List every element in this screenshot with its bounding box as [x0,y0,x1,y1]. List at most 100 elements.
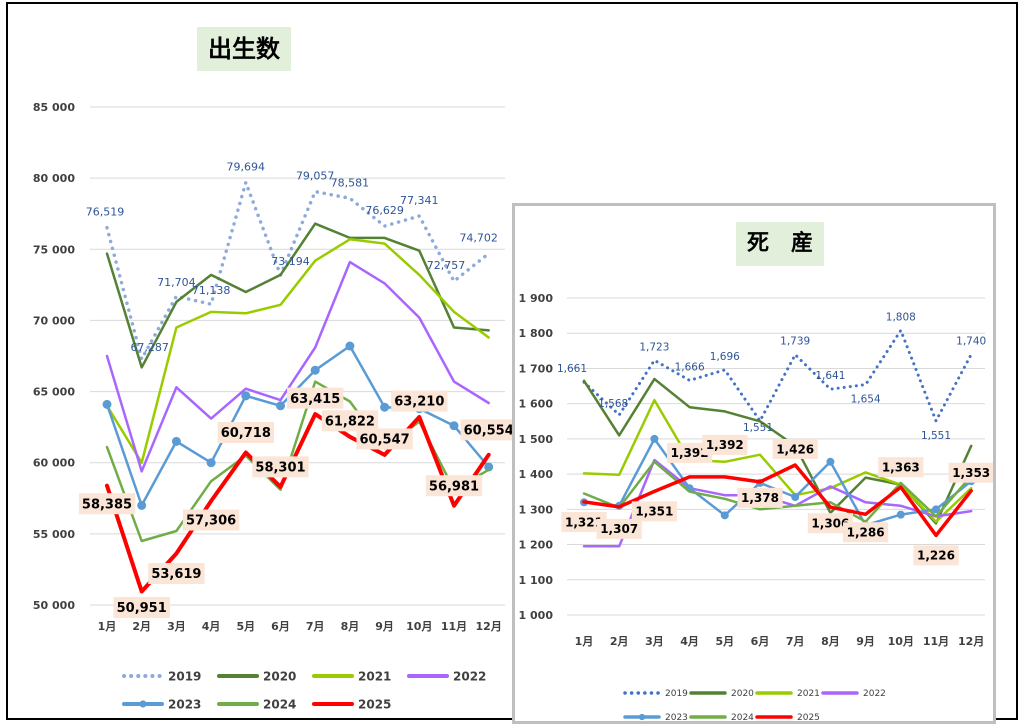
births-legend-marker-2023 [139,700,147,708]
births-series-2025-line [105,412,491,594]
births-data-label-2025: 63,415 [290,392,340,407]
stillbirth-data-label-2025: 1,378 [741,491,779,505]
births-series-2022-line [105,260,490,473]
stillbirth-xtick-label: 1月 [575,635,594,648]
stillbirth-ytick-label: 1 700 [519,362,554,375]
births-label-box-2025 [460,419,517,441]
births-series-2023-marker [137,500,147,510]
stillbirth-data-label-2019: 1,739 [780,336,810,348]
stillbirth-legend-label-2024: 2024 [731,713,754,721]
births-legend-label-2023: 2023 [168,697,201,711]
stillbirth-data-label-2025: 1,321 [565,515,603,529]
births-data-label-2019: 67,287 [130,341,169,354]
stillbirth-series-2023-marker [650,434,659,443]
stillbirth-label-box-2025 [878,457,924,478]
births-legend-label-2024: 2024 [263,697,296,711]
births-ytick-label: 60 000 [33,457,75,470]
births-data-label-2025: 58,301 [255,461,305,476]
stillbirth-xtick-label: 9月 [856,635,875,648]
births-data-label-2019: 71,138 [192,284,231,297]
births-data-label-2025: 60,718 [221,426,271,441]
births-data-label-2025: 58,385 [82,497,132,512]
stillbirth-xtick-label: 5月 [715,635,734,648]
stillbirth-data-label-2025: 1,306 [811,517,849,531]
births-data-label-2019: 71,704 [157,276,196,289]
stillbirth-data-label-2019: 1,808 [886,311,916,323]
stillbirth-xtick-label: 4月 [680,635,699,648]
births-ytick-label: 50 000 [33,599,75,612]
stillbirth-label-box-2025 [631,501,677,522]
births-label-box-2025 [78,493,136,515]
births-legend-label-2022: 2022 [453,669,486,683]
stillbirth-data-label-2019: 1,666 [675,361,705,373]
stillbirth-ytick-label: 1 600 [519,398,554,411]
births-data-label-2019: 74,702 [459,232,498,245]
births-data-label-2019: 78,581 [331,176,370,189]
stillbirth-label-box-2025 [702,434,748,455]
stillbirth-data-label-2019: 1,641 [815,370,845,382]
stillbirth-xtick-label: 10月 [888,635,914,648]
births-data-label-2025: 50,951 [117,601,167,616]
stillbirth-data-label-2019: 1,696 [710,351,740,363]
births-data-label-2025: 61,822 [325,414,375,429]
births-xtick-label: 9月 [375,620,394,633]
stillbirth-label-box-2025 [596,518,642,539]
stillbirth-xtick-label: 11月 [923,635,949,648]
stillbirth-series-2023-marker [720,511,729,520]
stillbirth-label-box-2025 [913,545,959,566]
births-title: 出生数 [208,35,280,63]
births-xtick-label: 1月 [98,620,117,633]
stillbirth-ytick-label: 1 000 [519,609,554,622]
births-ytick-label: 70 000 [33,314,75,327]
births-legend-label-2025: 2025 [358,697,391,711]
births-label-box-2025 [113,596,170,618]
births-series-2023-marker [449,421,459,431]
stillbirth-plot: 1 000 1 100 1 200 1 300 1 400 1 500 1 600 1 700… [519,292,993,721]
stillbirth-data-label-2025: 1,426 [776,442,814,456]
stillbirth-xtick-label: 12月 [958,635,984,648]
births-xtick-label: 4月 [202,620,221,633]
births-data-label-2025: 60,547 [360,433,410,448]
births-ytick-label: 55 000 [33,528,75,541]
births-label-box-2025 [182,509,240,531]
stillbirth-data-label-2025: 1,392 [671,446,709,460]
stillbirth-series-2023-marker [826,457,835,466]
stillbirth-label-box-2025 [807,513,853,534]
stillbirth-legend-label-2023: 2023 [665,713,688,721]
births-label-box-2025 [252,456,309,478]
births-label-box-2025 [425,475,483,497]
stillbirth-data-label-2019: 1,568 [598,398,628,410]
births-data-label-2019: 76,519 [86,206,125,219]
stillbirth-data-label-2019: 1,654 [851,394,881,406]
births-ytick-label: 80 000 [33,172,75,185]
stillbirth-data-label-2025: 1,351 [635,505,673,519]
stillbirth-xtick-label: 8月 [821,635,840,648]
stillbirth-legend-label-2021: 2021 [797,689,820,699]
births-ytick-label: 85 000 [33,101,75,114]
stillbirth-data-label-2019: 1,723 [639,341,669,353]
births-series-2019-line [105,180,491,361]
births-xtick-label: 3月 [167,620,186,633]
stillbirth-ytick-label: 1 400 [519,468,554,481]
births-series-2023-marker [171,436,181,446]
stillbirth-label-box-2025 [948,462,993,483]
stillbirth-series-2019-line [582,328,973,423]
births-data-label-2019: 79,694 [227,160,266,173]
stillbirth-xtick-label: 2月 [610,635,629,648]
births-xtick-label: 8月 [341,620,360,633]
stillbirth-data-label-2019: 1,740 [956,335,986,347]
births-data-label-2025: 56,981 [429,479,479,494]
stillbirth-data-label-2019: 1,551 [743,422,773,434]
births-xtick-label: 12月 [476,620,502,633]
stillbirth-legend-label-2025: 2025 [797,713,820,721]
stillbirth-legend-label-2019: 2019 [665,689,688,699]
stillbirth-title: 死 産 [746,231,813,256]
stillbirth-data-label-2025: 1,286 [847,526,885,540]
stillbirth-data-label-2025: 1,226 [917,549,955,563]
births-legend-label-2021: 2021 [358,669,391,683]
births-series-2023-marker [102,399,112,409]
births-label-box-2025 [148,563,205,585]
births-ytick-label: 65 000 [33,386,75,399]
stillbirth-series-2025-line [582,463,973,538]
